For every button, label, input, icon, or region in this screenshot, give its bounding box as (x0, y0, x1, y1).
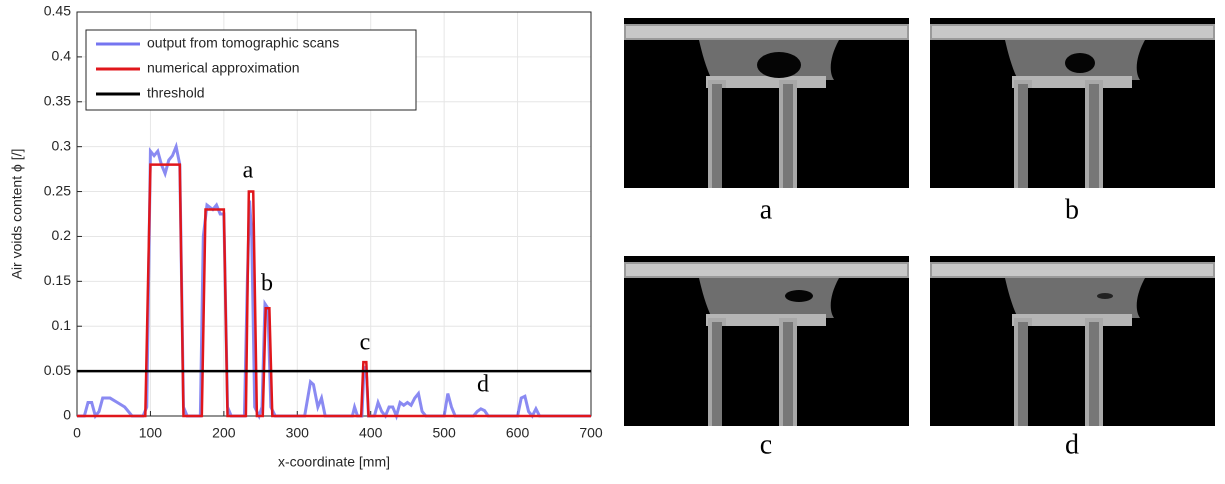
x-tick-label: 600 (506, 425, 530, 441)
chart: 0 0.05 0.1 0.15 0.2 0.25 0.3 0.35 0.4 0.45 0 100 200… (9, 3, 603, 470)
y-tick-label: 0.4 (52, 48, 72, 64)
annotation: a (243, 158, 254, 184)
line-series (77, 163, 591, 418)
y-tick-label: 0.3 (52, 137, 72, 153)
y-tick-label: 0.45 (44, 3, 71, 19)
x-tick-label: 500 (432, 425, 456, 441)
y-axis-label: Air voids content ϕ [/] (9, 149, 25, 280)
x-axis-label: x-coordinate [mm] (278, 454, 390, 470)
y-tick-label: 0.25 (44, 182, 71, 198)
ct-slice (624, 18, 909, 188)
y-tick-label: 0.2 (52, 227, 72, 243)
ct-slice (930, 18, 1215, 188)
annotation: d (477, 372, 489, 398)
y-tick-label: 0.35 (44, 92, 71, 108)
x-tick-label: 700 (579, 425, 603, 441)
legend-label: threshold (147, 85, 205, 101)
annotation: b (261, 271, 273, 297)
y-tick-label: 0.05 (44, 362, 71, 378)
image-panels: a b c d (624, 18, 1215, 460)
ct-slice (624, 256, 909, 426)
x-tick-label: 400 (359, 425, 383, 441)
y-tick-label: 0 (63, 407, 71, 423)
legend-box (85, 29, 417, 111)
legend-label: numerical approximation (147, 60, 300, 76)
image-caption: c (760, 429, 772, 460)
legend: output from tomographic scans numerical a… (85, 29, 417, 111)
image-caption: a (760, 194, 773, 225)
x-tick-label: 0 (73, 425, 81, 441)
image-caption: d (1065, 429, 1079, 460)
legend-label: output from tomographic scans (147, 35, 339, 51)
image-caption: b (1065, 194, 1079, 225)
x-tick-label: 100 (139, 425, 163, 441)
x-tick-label: 200 (212, 425, 236, 441)
ct-slice (930, 256, 1215, 426)
x-tick-label: 300 (286, 425, 310, 441)
y-tick-label: 0.1 (52, 317, 72, 333)
annotation: c (360, 330, 371, 356)
y-tick-label: 0.15 (44, 272, 71, 288)
